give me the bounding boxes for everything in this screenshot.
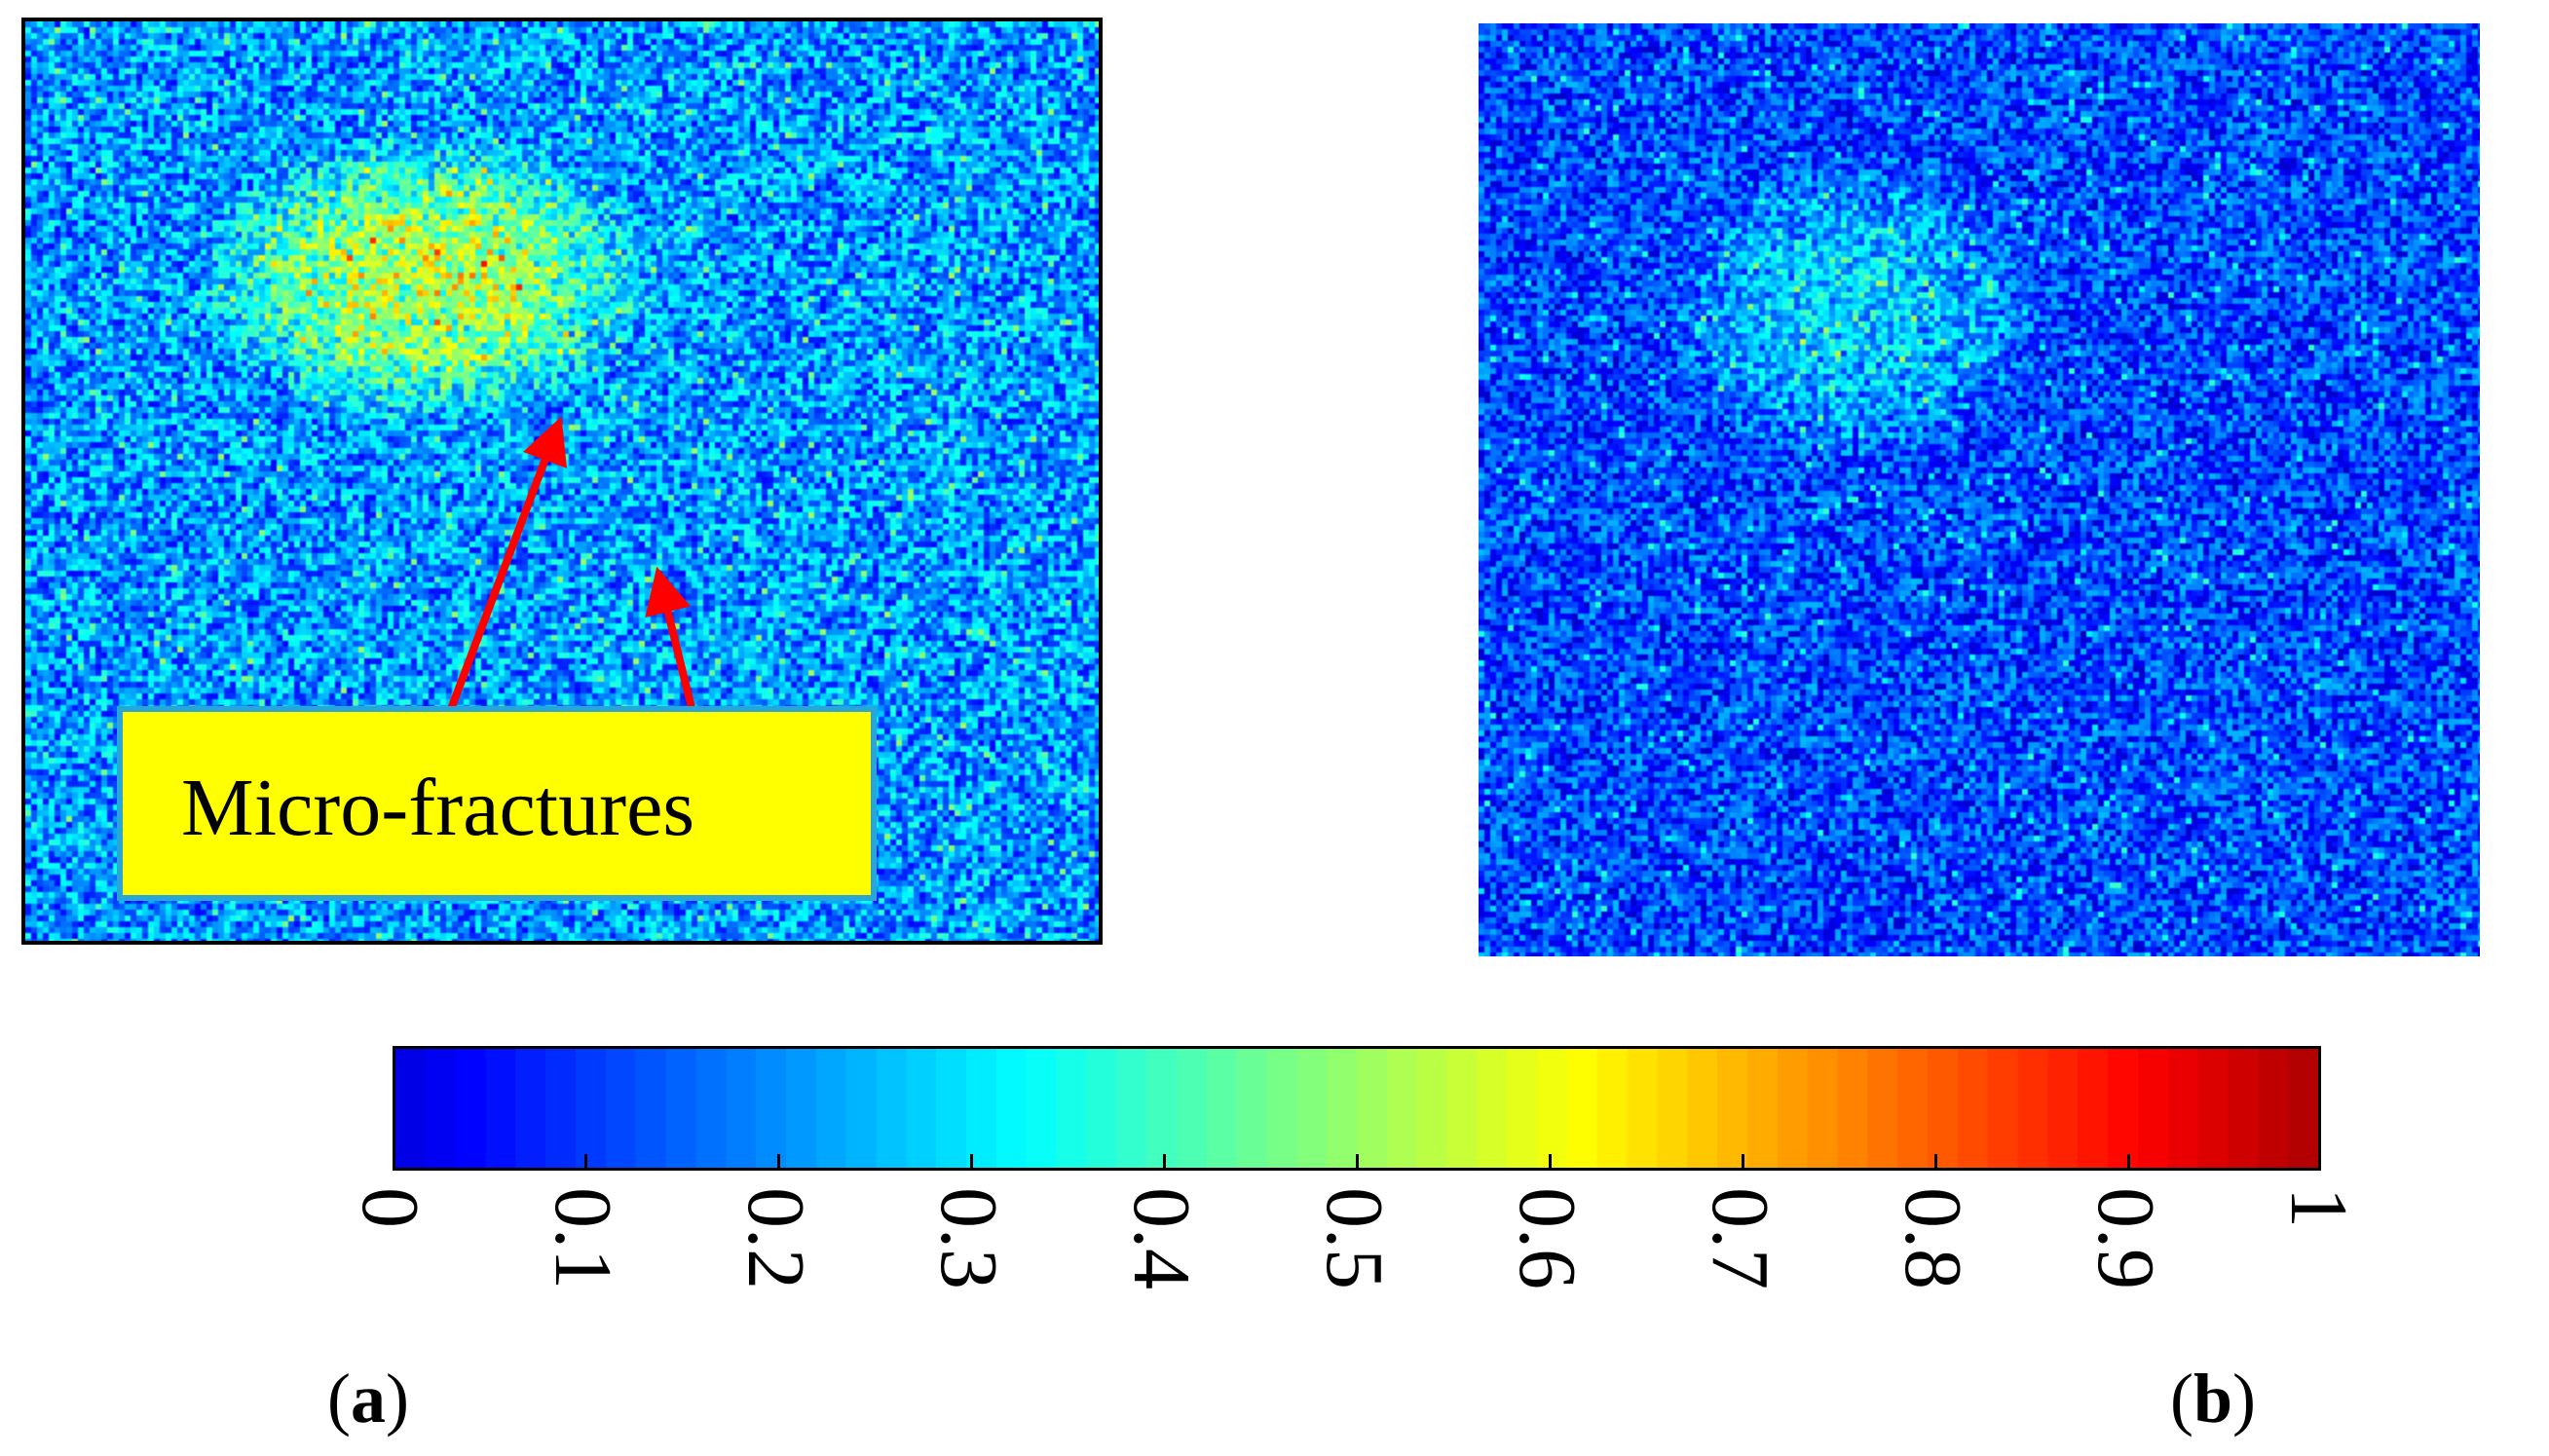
colorbar-tick-label: 0.3 xyxy=(923,1187,1014,1289)
noise-heatmap-b xyxy=(1479,23,2480,956)
micro-fractures-callout: Micro-fractures xyxy=(117,706,877,901)
colorbar-tick-label: 0.4 xyxy=(1116,1187,1207,1289)
colorbar-tick-label: 0.5 xyxy=(1309,1187,1400,1289)
colorbar-tick-label: 0.8 xyxy=(1888,1187,1978,1289)
colorbar-gradient xyxy=(395,1049,2318,1168)
panel-label-b: (b) xyxy=(2170,1360,2257,1437)
colorbar-tick-label: 0.1 xyxy=(538,1187,628,1289)
colorbar-tick-label: 1 xyxy=(2273,1187,2364,1228)
colorbar xyxy=(393,1046,2321,1171)
colorbar-tick-label: 0.7 xyxy=(1695,1187,1785,1289)
colorbar-tick-label: 0.6 xyxy=(1502,1187,1593,1289)
callout-label: Micro-fractures xyxy=(181,763,695,853)
panel-label-a: (a) xyxy=(327,1360,409,1437)
colorbar-tick-label: 0.9 xyxy=(2080,1187,2171,1289)
colorbar-tick-label: 0 xyxy=(345,1187,435,1228)
colorbar-tick-label: 0.2 xyxy=(731,1187,821,1289)
heatmap-panel-b xyxy=(1479,23,2480,956)
